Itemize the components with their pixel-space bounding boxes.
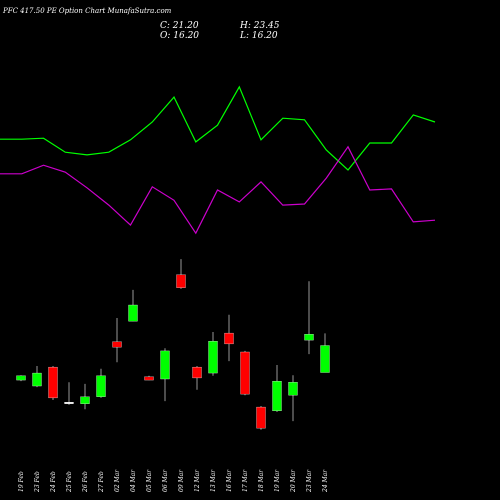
x-tick-label: 18 Mar xyxy=(258,469,265,492)
x-tick-label: 19 Mar xyxy=(274,469,281,492)
close-label: C: 21.20 xyxy=(160,21,199,31)
x-tick-label: 02 Mar xyxy=(114,469,121,492)
low-label: L: 16.20 xyxy=(239,31,278,41)
x-tick-label: 24 Mar xyxy=(322,469,329,493)
candle-body xyxy=(288,382,298,396)
candle-body xyxy=(208,341,218,374)
candle-body xyxy=(320,345,330,373)
candle-body xyxy=(176,274,186,288)
candle-body xyxy=(128,304,138,322)
candle-body xyxy=(80,396,90,404)
candle-body xyxy=(160,350,170,380)
x-tick-label: 17 Mar xyxy=(242,469,249,492)
x-tick-label: 23 Feb xyxy=(34,471,41,493)
open-label: O: 16.20 xyxy=(160,31,199,41)
candle-body xyxy=(64,402,74,404)
candle-body xyxy=(16,375,26,381)
candle-body xyxy=(32,372,42,387)
x-tick-label: 24 Feb xyxy=(50,471,57,493)
candle-body xyxy=(112,341,122,348)
candle-body xyxy=(192,366,202,379)
candle-body xyxy=(272,381,282,412)
x-tick-label: 13 Mar xyxy=(210,469,217,492)
candle-body xyxy=(224,332,234,345)
x-tick-label: 26 Feb xyxy=(82,471,89,493)
x-tick-label: 12 Mar xyxy=(194,469,201,492)
x-tick-label: 04 Mar xyxy=(130,469,137,492)
candle-body xyxy=(240,351,250,395)
x-tick-label: 20 Mar xyxy=(290,469,297,493)
x-tick-label: 09 Mar xyxy=(178,469,185,492)
indicator-line xyxy=(0,145,436,235)
high-label: H: 23.45 xyxy=(239,21,280,31)
candle-body xyxy=(48,366,58,399)
chart-title: PFC 417.50 PE Option Chart MunafaSutra.c… xyxy=(2,7,172,15)
candle-body xyxy=(96,375,106,397)
x-tick-label: 19 Feb xyxy=(18,471,25,492)
candle-body xyxy=(256,406,266,429)
x-tick-label: 06 Mar xyxy=(162,469,169,492)
x-tick-label: 27 Feb xyxy=(98,471,105,493)
candle-body xyxy=(304,334,314,341)
x-tick-label: 05 Mar xyxy=(146,469,153,492)
x-tick-label: 16 Mar xyxy=(226,469,233,492)
x-tick-label: 25 Feb xyxy=(66,471,73,493)
indicator-line xyxy=(0,85,436,171)
x-tick-label: 23 Mar xyxy=(306,469,313,493)
candle-body xyxy=(144,376,154,381)
